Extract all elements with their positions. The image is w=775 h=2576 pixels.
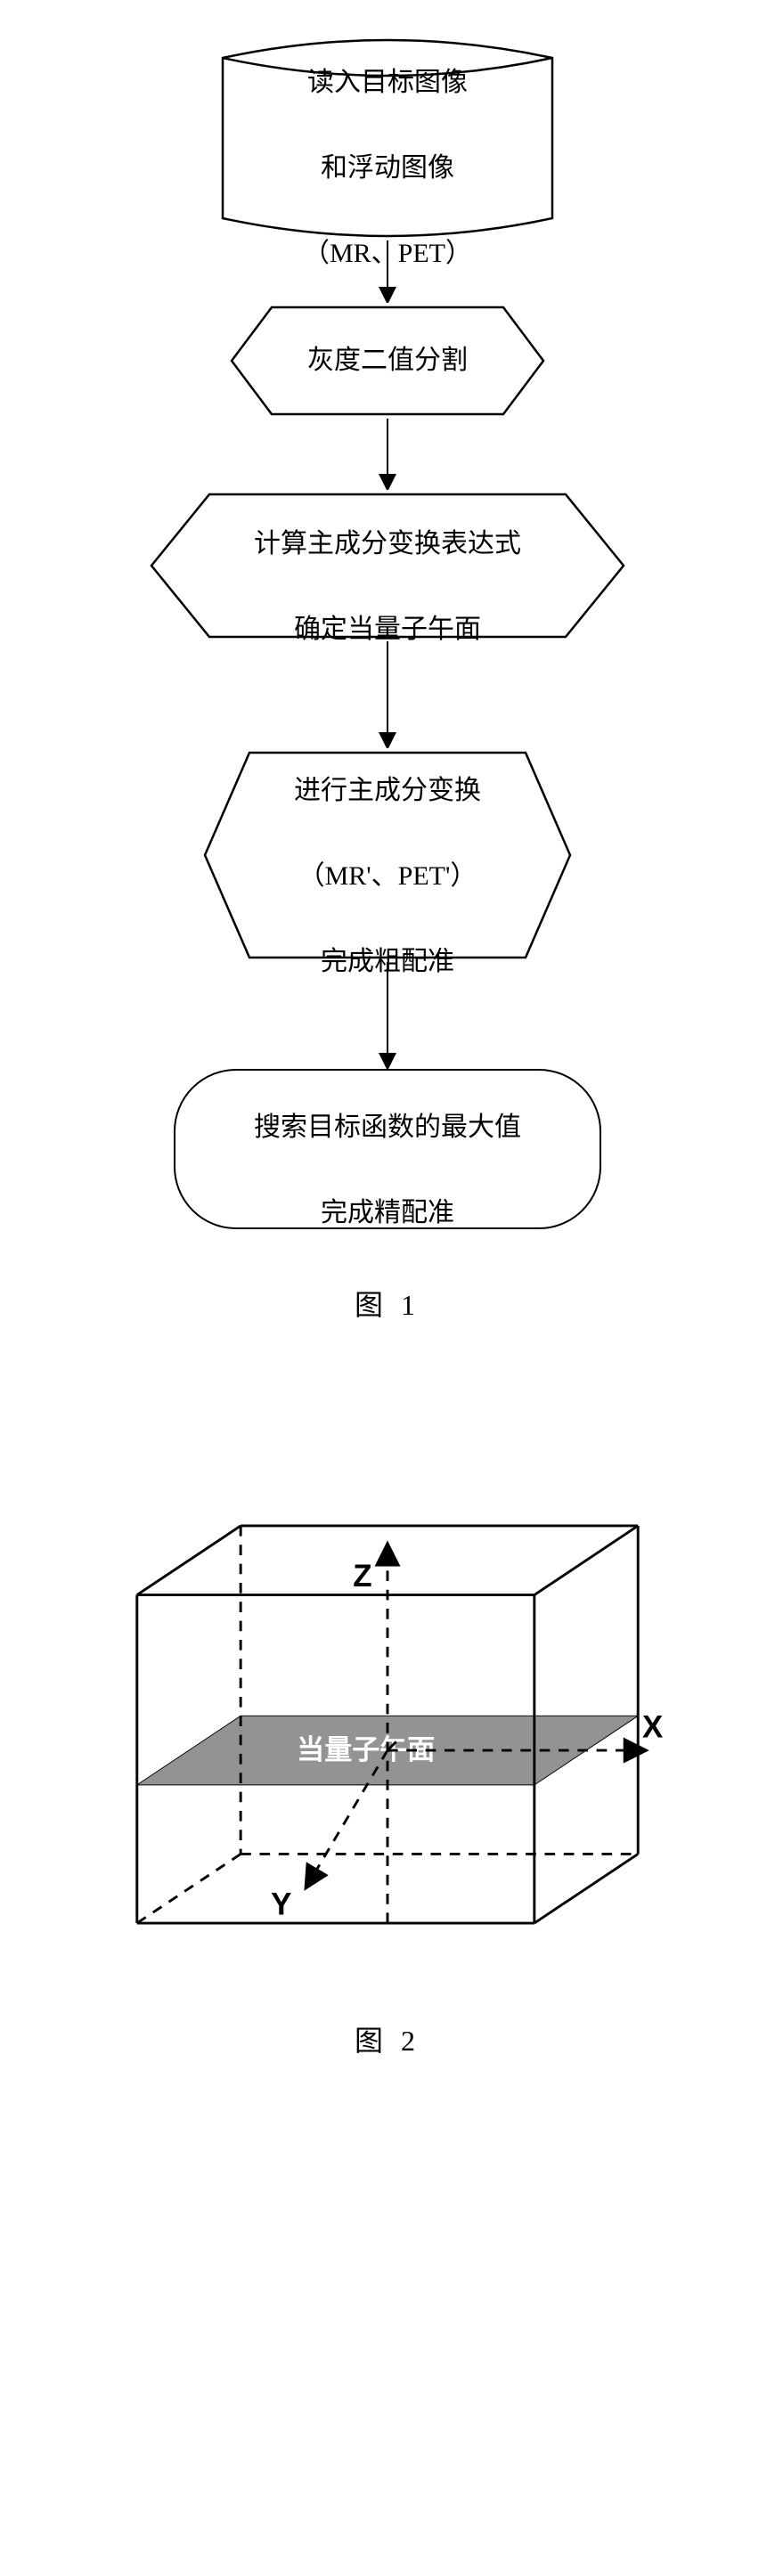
axis-y-label: Y xyxy=(271,1887,291,1921)
flowchart-node-threshold-text: 灰度二值分割 xyxy=(307,339,468,382)
axis-z-label: Z xyxy=(353,1559,371,1594)
figure-1-caption: 图 1 xyxy=(355,1283,420,1324)
flowchart-arrow-2 xyxy=(387,419,388,490)
figure-2-cube: 当量子午面 Z X Y 图 2 xyxy=(102,1484,673,2059)
flowchart-node-pca-expr-text: 计算主成分变换表达式 确定当量子午面 xyxy=(254,480,521,651)
axis-x-label: X xyxy=(642,1710,663,1745)
figure-1-flowchart: 读入目标图像 和浮动图像 （MR、PET） 灰度二值分割 计算主成分变换表达式 … xyxy=(147,36,628,1324)
flowchart-node-input: 读入目标图像 和浮动图像 （MR、PET） xyxy=(218,36,557,240)
flowchart-node-pca-transform: 进行主成分变换 （MR'、PET'） 完成粗配准 xyxy=(200,748,575,962)
cube-diagram: 当量子午面 Z X Y xyxy=(102,1484,673,1965)
flowchart-node-pca-expr: 计算主成分变换表达式 确定当量子午面 xyxy=(147,490,628,641)
flowchart-node-search: 搜索目标函数的最大值 完成精配准 xyxy=(174,1069,601,1229)
figure-2-caption: 图 2 xyxy=(355,2018,420,2059)
flowchart-node-threshold: 灰度二值分割 xyxy=(227,303,548,419)
flowchart-node-pca-transform-text: 进行主成分变换 （MR'、PET'） 完成粗配准 xyxy=(294,727,481,983)
flowchart-node-input-text: 读入目标图像 和浮动图像 （MR、PET） xyxy=(303,19,472,275)
flowchart-node-search-text: 搜索目标函数的最大值 完成精配准 xyxy=(254,1064,521,1235)
